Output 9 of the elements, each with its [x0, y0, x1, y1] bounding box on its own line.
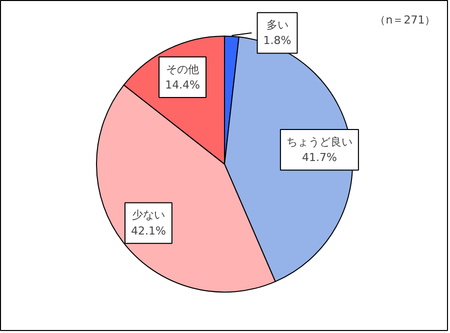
data-label: 41.7% — [302, 151, 337, 164]
data-label: 42.1% — [130, 224, 166, 238]
slice-label: その他 — [166, 62, 200, 76]
data-label: 1.8% — [263, 34, 292, 48]
data-label: 14.4% — [165, 78, 200, 92]
slice-label: ちょうど良い — [286, 136, 352, 149]
slice-label: 少ない — [132, 208, 165, 222]
text: （n＝271） — [374, 13, 436, 26]
slice-label: 多い — [266, 18, 288, 32]
